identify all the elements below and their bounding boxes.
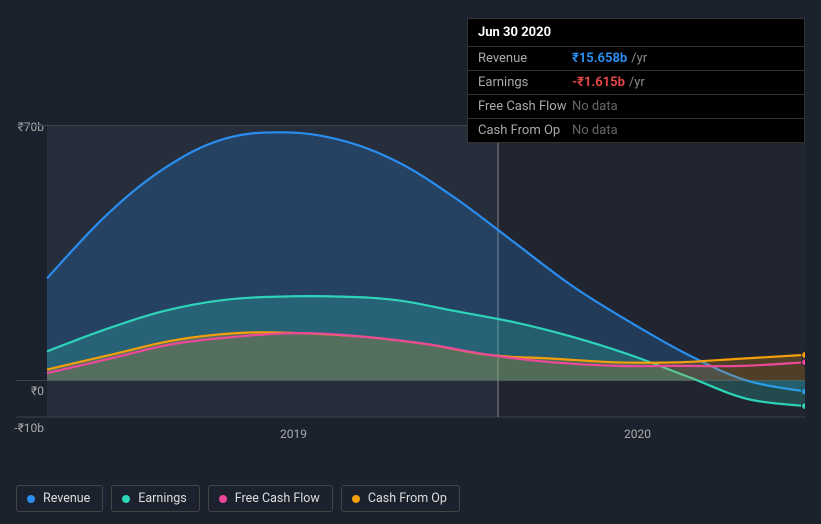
tooltip-row-cfo: Cash From Op No data: [468, 119, 804, 142]
tt-suffix: /yr: [631, 51, 647, 66]
tooltip: Jun 30 2020 Revenue ₹15.658b /yr Earning…: [467, 18, 805, 143]
chart[interactable]: Past 2019 2020: [16, 125, 805, 445]
tt-label: Revenue: [478, 51, 572, 66]
x-axis-2019: 2019: [280, 427, 307, 441]
legend-label: Earnings: [138, 491, 186, 506]
tt-suffix: /yr: [629, 75, 645, 90]
tt-value: ₹15.658b: [572, 51, 627, 66]
tooltip-row-earnings: Earnings -₹1.615b /yr: [468, 71, 804, 95]
legend-revenue[interactable]: Revenue: [16, 485, 103, 512]
tt-value: No data: [572, 123, 618, 138]
tooltip-row-revenue: Revenue ₹15.658b /yr: [468, 47, 804, 71]
tt-value: No data: [572, 99, 618, 114]
legend-earnings[interactable]: Earnings: [111, 485, 199, 512]
swatch: [27, 495, 35, 503]
tooltip-row-fcf: Free Cash Flow No data: [468, 95, 804, 119]
x-axis-2020: 2020: [624, 427, 651, 441]
legend-cfo[interactable]: Cash From Op: [341, 485, 460, 512]
swatch: [219, 495, 227, 503]
swatch: [122, 495, 130, 503]
legend: Revenue Earnings Free Cash Flow Cash Fro…: [16, 485, 460, 512]
tt-label: Earnings: [478, 75, 572, 90]
legend-label: Revenue: [43, 491, 90, 506]
tt-label: Cash From Op: [478, 123, 572, 138]
legend-label: Cash From Op: [368, 491, 447, 506]
swatch: [352, 495, 360, 503]
legend-fcf[interactable]: Free Cash Flow: [208, 485, 333, 512]
chart-svg: [16, 125, 805, 445]
tt-value: -₹1.615b: [572, 75, 625, 90]
tt-label: Free Cash Flow: [478, 99, 572, 114]
legend-label: Free Cash Flow: [235, 491, 320, 506]
tooltip-date: Jun 30 2020: [468, 19, 804, 47]
